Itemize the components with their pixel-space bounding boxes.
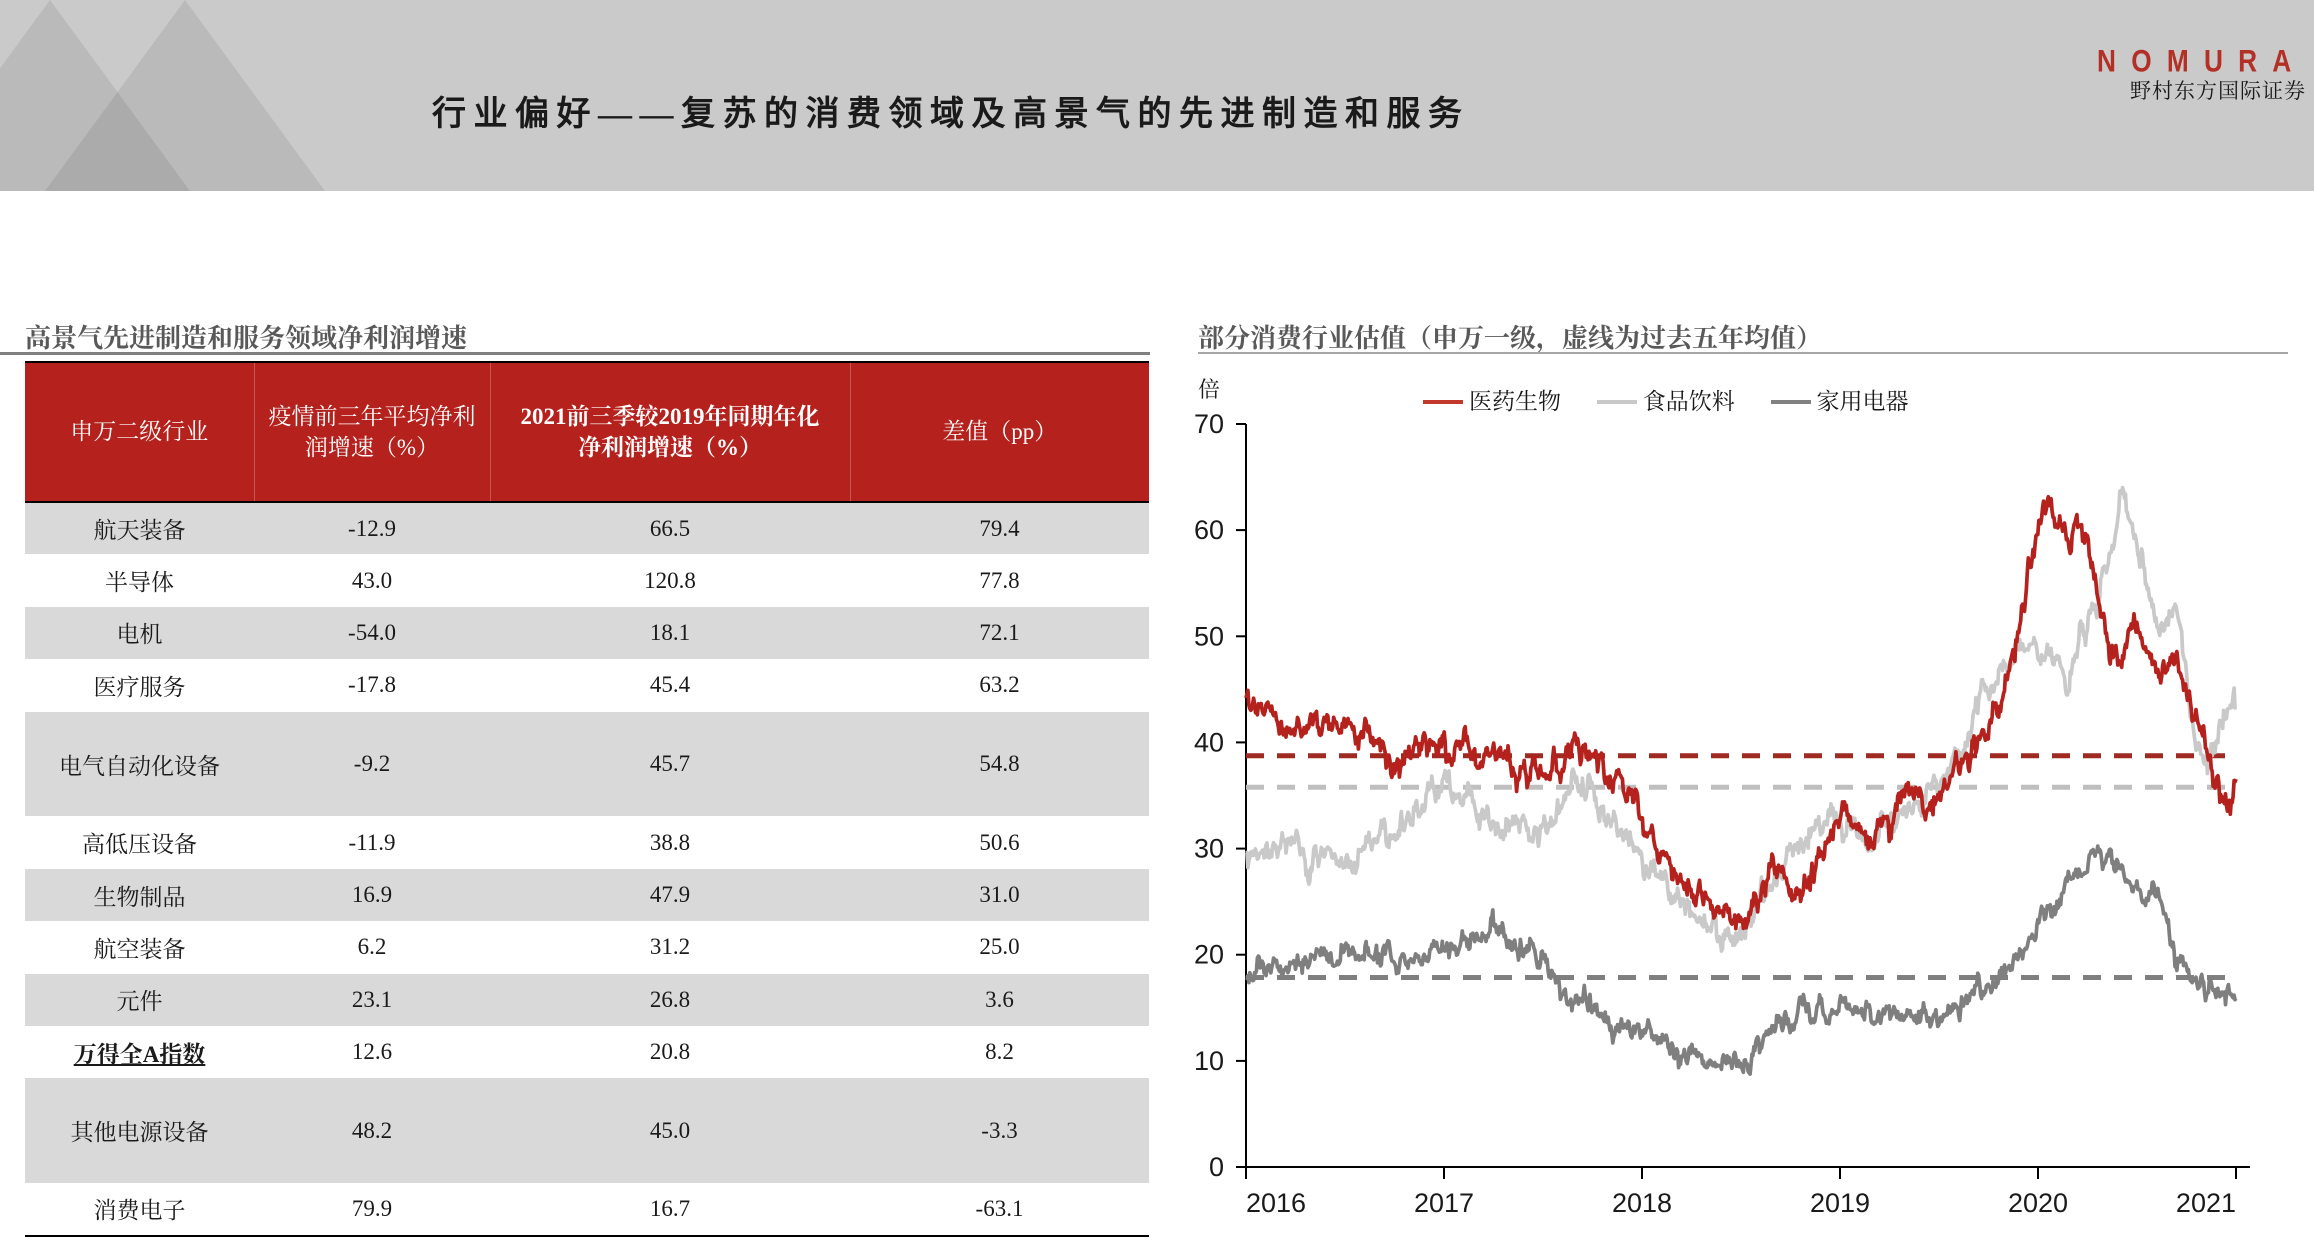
- svg-text:2017: 2017: [1414, 1188, 1474, 1218]
- svg-text:70: 70: [1194, 409, 1224, 439]
- svg-text:2019: 2019: [1810, 1188, 1870, 1218]
- svg-text:30: 30: [1194, 834, 1224, 864]
- svg-text:2021: 2021: [2176, 1188, 2236, 1218]
- svg-text:60: 60: [1194, 515, 1224, 545]
- svg-text:40: 40: [1194, 727, 1224, 757]
- svg-text:2018: 2018: [1612, 1188, 1672, 1218]
- svg-text:2016: 2016: [1246, 1188, 1306, 1218]
- svg-text:20: 20: [1194, 940, 1224, 970]
- svg-text:50: 50: [1194, 621, 1224, 651]
- svg-text:10: 10: [1194, 1046, 1224, 1076]
- svg-text:2020: 2020: [2008, 1188, 2068, 1218]
- svg-text:0: 0: [1209, 1152, 1224, 1182]
